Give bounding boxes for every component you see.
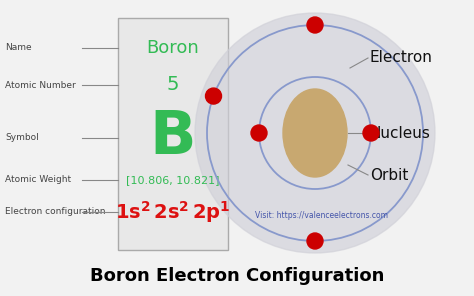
- Text: [10.806, 10.821]: [10.806, 10.821]: [126, 175, 220, 185]
- Circle shape: [251, 125, 267, 141]
- Text: Visit: https://valenceelectrons.com: Visit: https://valenceelectrons.com: [255, 210, 388, 220]
- Ellipse shape: [195, 13, 435, 253]
- Circle shape: [307, 17, 323, 33]
- Text: Boron: Boron: [146, 39, 200, 57]
- Circle shape: [307, 233, 323, 249]
- Text: B: B: [150, 109, 196, 168]
- Text: $\mathbf{1s^2\,2s^2\,2p^1}$: $\mathbf{1s^2\,2s^2\,2p^1}$: [115, 199, 231, 225]
- Text: Orbit: Orbit: [370, 168, 409, 183]
- Bar: [118, 18, 228, 250]
- Text: Name: Name: [5, 44, 32, 52]
- Text: Electron: Electron: [370, 51, 433, 65]
- Text: Atomic Weight: Atomic Weight: [5, 176, 71, 184]
- Circle shape: [206, 88, 221, 104]
- Text: 5: 5: [167, 75, 179, 94]
- Text: Symbol: Symbol: [5, 133, 39, 142]
- Text: Electron configuration: Electron configuration: [5, 207, 106, 216]
- Ellipse shape: [283, 89, 347, 177]
- Text: Atomic Number: Atomic Number: [5, 81, 76, 89]
- Text: Boron Electron Configuration: Boron Electron Configuration: [90, 267, 384, 285]
- Circle shape: [363, 125, 379, 141]
- Text: Nucleus: Nucleus: [370, 126, 431, 141]
